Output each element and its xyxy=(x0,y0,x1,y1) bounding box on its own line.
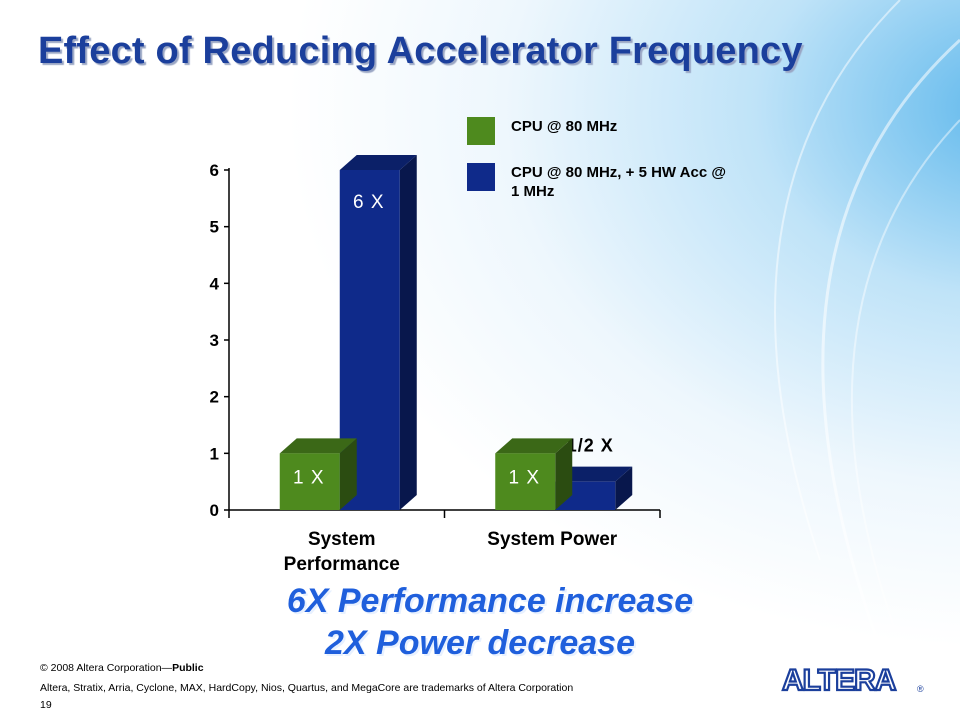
y-tick-label: 4 xyxy=(210,274,220,293)
footer-copyright-text: © 2008 Altera Corporation— xyxy=(40,662,173,674)
headline-performance: 6X Performance increase xyxy=(286,582,694,620)
bar xyxy=(279,453,340,510)
bar-side xyxy=(339,438,357,510)
bar-side xyxy=(399,155,417,510)
legend-item-cpu: CPU @ 80 MHz xyxy=(467,117,617,145)
legend-label-cpu: CPU @ 80 MHz xyxy=(511,118,618,135)
y-tick-label: 3 xyxy=(210,331,219,350)
bar-top xyxy=(339,155,417,170)
bar-top xyxy=(279,438,357,454)
legend-swatch-cpu-hw-acc xyxy=(467,163,495,191)
legend-item-cpu-hw-acc: CPU @ 80 MHz, + 5 HW Acc @ 1 MHz xyxy=(467,163,731,201)
y-tick-label: 1 xyxy=(210,444,219,463)
slide-title: Effect of Reducing Accelerator Frequency xyxy=(38,30,803,72)
bar-top xyxy=(555,466,633,482)
data-label: 6 X xyxy=(353,192,385,213)
data-label: 1 X xyxy=(293,467,325,488)
legend-swatch-cpu xyxy=(467,117,495,145)
x-category-label: System Power xyxy=(487,529,617,550)
footer-trademarks: Altera, Stratix, Arria, Cyclone, MAX, Ha… xyxy=(40,682,574,694)
data-label: 1 X xyxy=(508,467,540,488)
data-label: 1/2 X xyxy=(567,436,614,456)
y-tick-label: 0 xyxy=(210,501,219,520)
altera-logo-text: ALTERA xyxy=(782,664,896,697)
altera-logo: ALTERA ® xyxy=(781,663,924,698)
bar xyxy=(495,453,556,510)
legend-label-cpu-hw-acc: CPU @ 80 MHz, + 5 HW Acc @ 1 MHz xyxy=(511,164,726,200)
bar-side xyxy=(615,466,633,510)
footer-copyright: © 2008 Altera Corporation—Public xyxy=(40,662,204,674)
page-number: 19 xyxy=(40,699,52,711)
footer-public-label: Public xyxy=(172,662,204,674)
bar-side xyxy=(555,438,573,510)
x-category-label: System xyxy=(308,529,376,550)
bar-top xyxy=(495,438,573,454)
y-tick-label: 6 xyxy=(210,161,219,180)
y-tick-label: 5 xyxy=(210,218,219,237)
altera-logo-mark: ® xyxy=(917,684,924,694)
x-category-label: Performance xyxy=(284,554,400,575)
headline-power: 2X Power decrease xyxy=(325,624,635,662)
y-tick-label: 2 xyxy=(210,388,219,407)
